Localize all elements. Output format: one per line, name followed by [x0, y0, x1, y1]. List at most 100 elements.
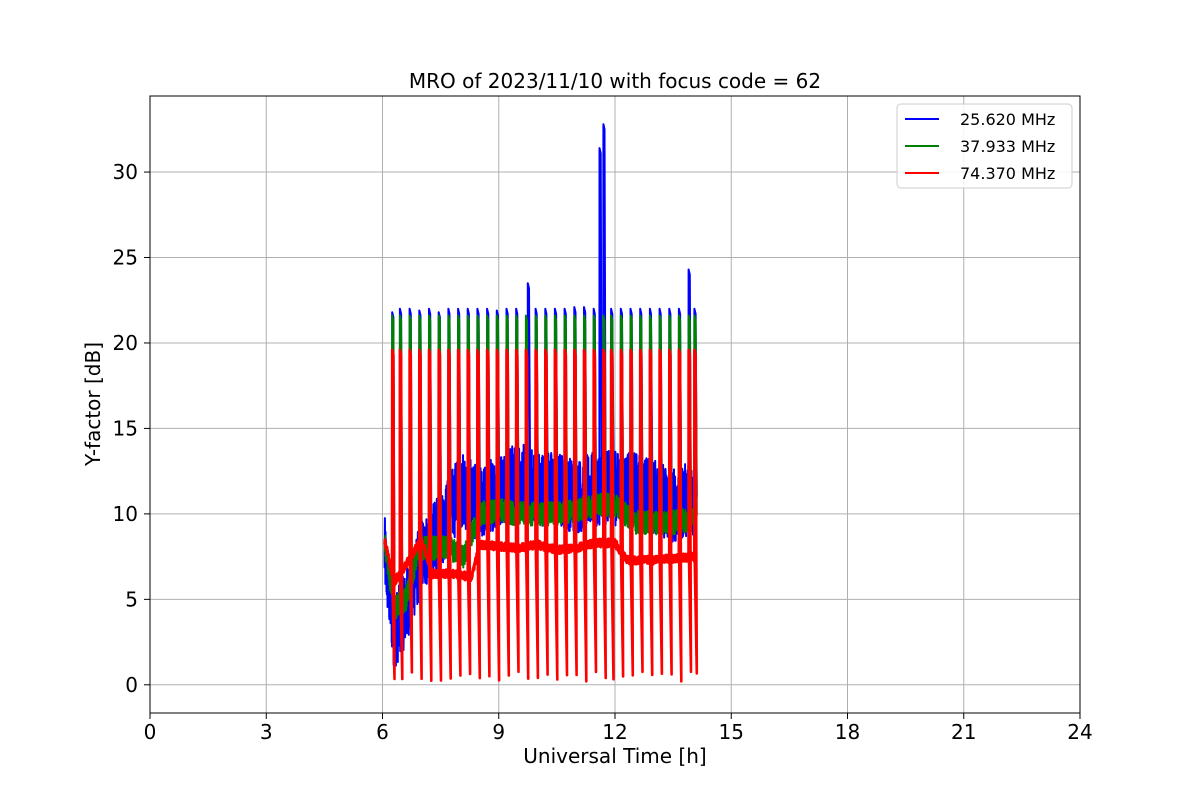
series-2 — [383, 314, 698, 620]
series-3-peak-33 — [693, 349, 696, 351]
y-tick-label: 30 — [113, 160, 138, 184]
series-3-peak-14 — [515, 349, 517, 351]
x-tick-label: 9 — [492, 720, 505, 744]
series-3-peak-20 — [573, 349, 576, 351]
series-1-peak-12 — [496, 309, 498, 312]
series-3-peak-2 — [399, 349, 401, 351]
series-1-peak-28 — [639, 307, 641, 310]
series-1-peak-21 — [583, 306, 585, 308]
series-1-peak-23 — [598, 147, 601, 149]
series-2-peak-20 — [573, 314, 576, 317]
series-3-peak-27 — [639, 349, 641, 351]
series-3-peak-26 — [629, 349, 632, 351]
y-tick-label: 25 — [113, 246, 138, 270]
series-1-peak-14 — [515, 307, 517, 310]
series-3-peak-21 — [583, 349, 585, 351]
series-2-peak-13 — [505, 314, 508, 317]
series-3-peak-30 — [668, 349, 671, 351]
y-tick-label: 5 — [125, 587, 138, 611]
series-1-peak-2 — [399, 307, 401, 310]
y-axis-label: Y-factor [dB] — [81, 342, 105, 467]
series-3-peak-25 — [620, 349, 622, 351]
x-tick-label: 24 — [1067, 720, 1092, 744]
series-line-3 — [383, 348, 699, 683]
series-3-peak-23 — [602, 349, 605, 351]
series-3-peak-3 — [408, 349, 411, 351]
series-line-2 — [383, 314, 698, 620]
legend-box — [896, 103, 1073, 189]
y-tick-label: 20 — [113, 331, 138, 355]
plot-area — [383, 123, 699, 683]
series-3-peak-8 — [457, 349, 459, 351]
series-2-peak-15 — [525, 314, 527, 317]
series-3-peak-29 — [658, 349, 661, 351]
series-1-peak-34 — [693, 307, 696, 310]
series-3-peak-22 — [592, 349, 595, 351]
y-tick-label: 15 — [113, 416, 138, 440]
series-3-peak-31 — [678, 349, 680, 351]
series-1-peak-1 — [391, 311, 393, 314]
series-2-peak-19 — [563, 314, 566, 317]
series-2-peak-17 — [544, 314, 547, 317]
series-2-peak-27 — [639, 314, 641, 317]
series-3-peak-13 — [505, 349, 508, 351]
series-1-peak-7 — [447, 307, 450, 310]
series-2-peak-28 — [649, 314, 651, 317]
y-tick-label: 10 — [113, 502, 138, 526]
series-2-peak-21 — [583, 314, 585, 317]
series-3-peak-12 — [496, 349, 498, 351]
series-3-peak-7 — [447, 349, 450, 351]
x-tick-label: 12 — [602, 720, 627, 744]
series-3-peak-19 — [563, 349, 566, 351]
legend: 25.620 MHz 37.933 MHz 74.370 MHz — [896, 103, 1073, 189]
series-1-peak-32 — [678, 307, 680, 310]
series-3-peak-4 — [418, 349, 421, 351]
series-1-peak-16 — [534, 307, 537, 310]
series-3-peak-10 — [476, 349, 479, 351]
series-1-peak-20 — [573, 306, 576, 308]
series-1-peak-27 — [629, 307, 632, 310]
series-2-peak-29 — [658, 314, 661, 317]
series-2-peak-30 — [668, 314, 671, 317]
series-1-peak-15 — [527, 282, 529, 284]
series-3 — [383, 348, 699, 683]
series-2-peak-24 — [610, 314, 612, 317]
series-2-peak-4 — [418, 314, 421, 317]
x-axis: 0 3 6 9 12 15 18 21 24 — [144, 713, 1093, 744]
x-tick-label: 18 — [835, 720, 860, 744]
series-1 — [383, 123, 698, 672]
series-1-peak-17 — [544, 307, 547, 310]
series-3-peak-17 — [544, 349, 547, 351]
series-1-peak-5 — [428, 307, 430, 310]
series-3-peak-18 — [554, 349, 556, 351]
series-2-peak-8 — [457, 314, 459, 317]
series-3-peak-15 — [525, 349, 527, 351]
series-1-peak-19 — [563, 307, 566, 310]
x-axis-label: Universal Time [h] — [523, 744, 706, 768]
series-2-peak-2 — [399, 314, 401, 317]
series-2-peak-18 — [554, 314, 556, 317]
x-tick-label: 0 — [144, 720, 157, 744]
series-3-peak-6 — [437, 349, 440, 351]
series-2-peak-7 — [447, 314, 450, 317]
x-tick-label: 21 — [951, 720, 976, 744]
series-3-peak-1 — [391, 349, 393, 351]
series-line-1 — [383, 123, 698, 672]
legend-label-2: 37.933 MHz — [960, 137, 1055, 156]
series-1-peak-31 — [668, 307, 671, 310]
series-1-peak-3 — [408, 307, 411, 310]
series-2-peak-6 — [437, 314, 440, 317]
y-tick-label: 0 — [125, 673, 138, 697]
series-1-peak-6 — [437, 311, 440, 314]
series-1-peak-9 — [466, 307, 469, 310]
series-2-peak-14 — [515, 314, 517, 317]
series-2-peak-32 — [687, 314, 690, 317]
legend-label-3: 74.370 MHz — [960, 164, 1055, 183]
series-3-peak-9 — [466, 349, 469, 351]
series-2-peak-5 — [428, 314, 430, 317]
series-1-peak-13 — [505, 307, 508, 310]
series-1-peak-11 — [486, 307, 488, 310]
series-2-peak-33 — [693, 314, 696, 317]
